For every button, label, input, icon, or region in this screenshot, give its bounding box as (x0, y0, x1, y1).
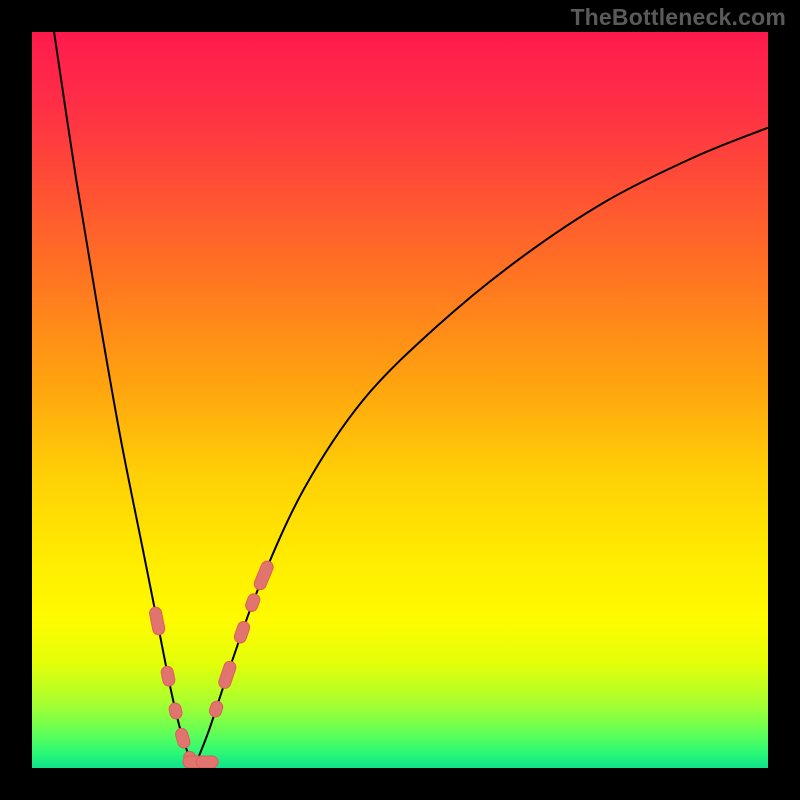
marker-capsule (196, 756, 218, 768)
plot-svg (32, 32, 768, 768)
frame-border-right (768, 0, 800, 800)
plot-area (32, 32, 768, 768)
frame-border-left (0, 0, 32, 800)
watermark-text: TheBottleneck.com (570, 4, 786, 31)
frame-border-bottom (0, 768, 800, 800)
